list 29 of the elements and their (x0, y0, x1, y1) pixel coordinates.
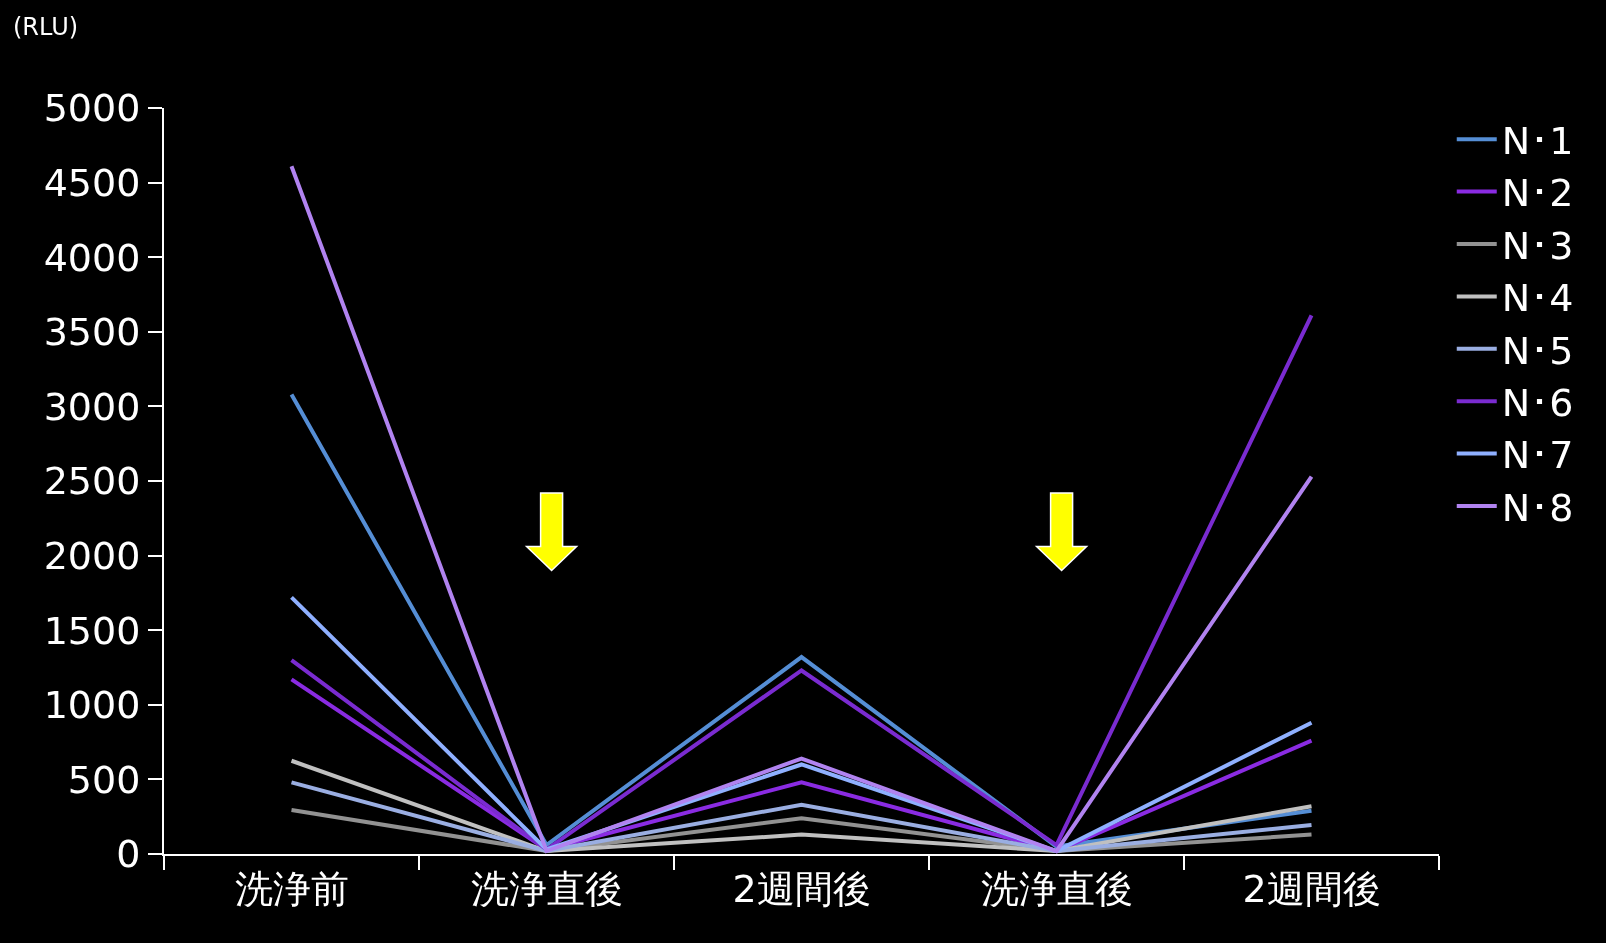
x-tick-label: 洗浄前 (234, 866, 349, 911)
legend-label: N･6 (1501, 381, 1574, 426)
y-tick-label: 3000 (43, 384, 141, 429)
line-series (289, 164, 1314, 854)
line-series (289, 758, 1314, 854)
legend-label: N･4 (1501, 276, 1574, 321)
x-tick-label: 洗浄直後 (470, 866, 623, 911)
legend-label: N･3 (1501, 223, 1574, 268)
legend-label: N･2 (1501, 171, 1574, 216)
y-tick-label: 1500 (43, 608, 141, 653)
x-tick-label: 2週間後 (732, 866, 871, 911)
y-tick-label: 500 (67, 757, 141, 802)
legend-label: N･5 (1501, 328, 1574, 373)
legend-label: N･1 (1501, 119, 1574, 164)
legend-label: N･8 (1501, 485, 1574, 530)
line-series (289, 780, 1314, 854)
y-tick-label: 2000 (43, 533, 141, 578)
line-series (289, 313, 1314, 852)
y-tick-label: 5000 (43, 86, 141, 131)
x-tick-label: 洗浄直後 (980, 866, 1133, 911)
y-axis-title: (RLU) (13, 13, 79, 41)
x-tick-label: 2週間後 (1242, 866, 1381, 911)
y-tick-label: 4000 (43, 235, 141, 280)
y-tick-label: 4500 (43, 160, 141, 205)
y-tick-label: 0 (116, 832, 141, 877)
y-tick-label: 1000 (43, 683, 141, 728)
y-tick-label: 2500 (43, 459, 141, 504)
y-tick-label: 3500 (43, 310, 141, 355)
legend-label: N･7 (1501, 433, 1574, 478)
